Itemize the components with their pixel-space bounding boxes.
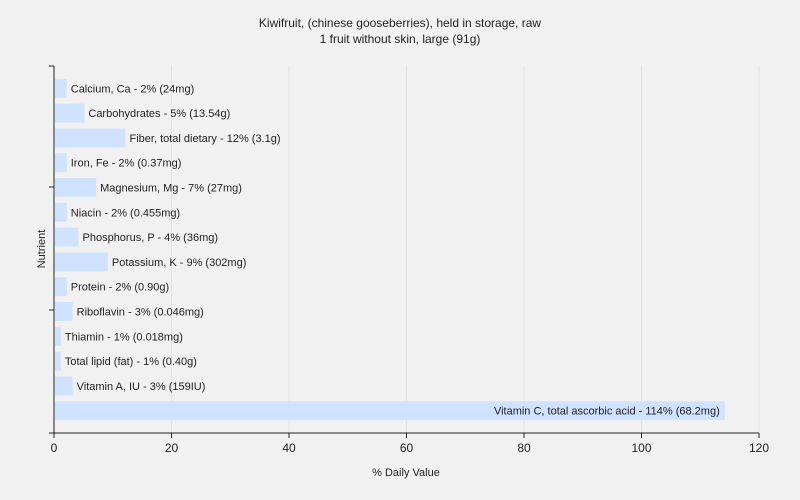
x-tick-label: 120 (749, 441, 769, 455)
x-tick-label: 100 (631, 441, 651, 455)
bar (55, 202, 67, 222)
bar (55, 227, 79, 247)
bar (55, 302, 73, 321)
bar-label: Iron, Fe - 2% (0.37mg) (71, 158, 182, 170)
y-axis-title: Nutrient (36, 230, 48, 269)
bar-label: Magnesium, Mg - 7% (27mg) (100, 183, 242, 195)
bar-label: Vitamin C, total ascorbic acid - 114% (6… (494, 406, 720, 418)
bar (55, 277, 67, 297)
chart-subtitle: 1 fruit without skin, large (91g) (319, 32, 481, 46)
bar-label: Fiber, total dietary - 12% (3.1g) (130, 133, 281, 145)
bar-label: Riboflavin - 3% (0.046mg) (77, 306, 204, 318)
grid-lines (171, 66, 760, 433)
bar-label: Niacin - 2% (0.455mg) (71, 207, 180, 219)
x-tick-label: 80 (517, 441, 531, 455)
bar (55, 78, 67, 98)
x-ticks: 0 20 40 60 80 100 120 (49, 65, 769, 455)
bar-label: Total lipid (fat) - 1% (0.40g) (65, 356, 197, 368)
x-tick-label: 60 (400, 441, 414, 455)
bar-label: Thiamin - 1% (0.018mg) (65, 331, 183, 343)
bar (55, 376, 73, 396)
x-tick-label: 0 (51, 441, 58, 455)
chart-title: Kiwifruit, (chinese gooseberries), held … (258, 16, 542, 30)
x-axis-title: % Daily Value (372, 467, 440, 479)
x-tick-label: 20 (165, 441, 179, 455)
bars: Calcium, Ca - 2% (24mg) Carbohydrates - 5… (55, 78, 725, 421)
bar (55, 178, 97, 197)
bar-label: Protein - 2% (0.90g) (71, 282, 169, 294)
bar-label: Carbohydrates - 5% (13.54g) (88, 108, 230, 120)
bar (55, 103, 85, 123)
bar (55, 153, 67, 173)
bar (55, 128, 126, 148)
bar (55, 252, 108, 272)
bar-label: Vitamin A, IU - 3% (159IU) (77, 381, 206, 393)
chart-title-block: Kiwifruit, (chinese gooseberries), held … (0, 15, 800, 47)
bar-label: Potassium, K - 9% (302mg) (112, 257, 247, 269)
bar (55, 351, 61, 371)
bar-label: Phosphorus, P - 4% (36mg) (83, 232, 219, 244)
x-tick-label: 40 (282, 441, 296, 455)
bar (55, 326, 61, 346)
bar (55, 401, 725, 421)
bar-label: Calcium, Ca - 2% (24mg) (71, 83, 194, 95)
